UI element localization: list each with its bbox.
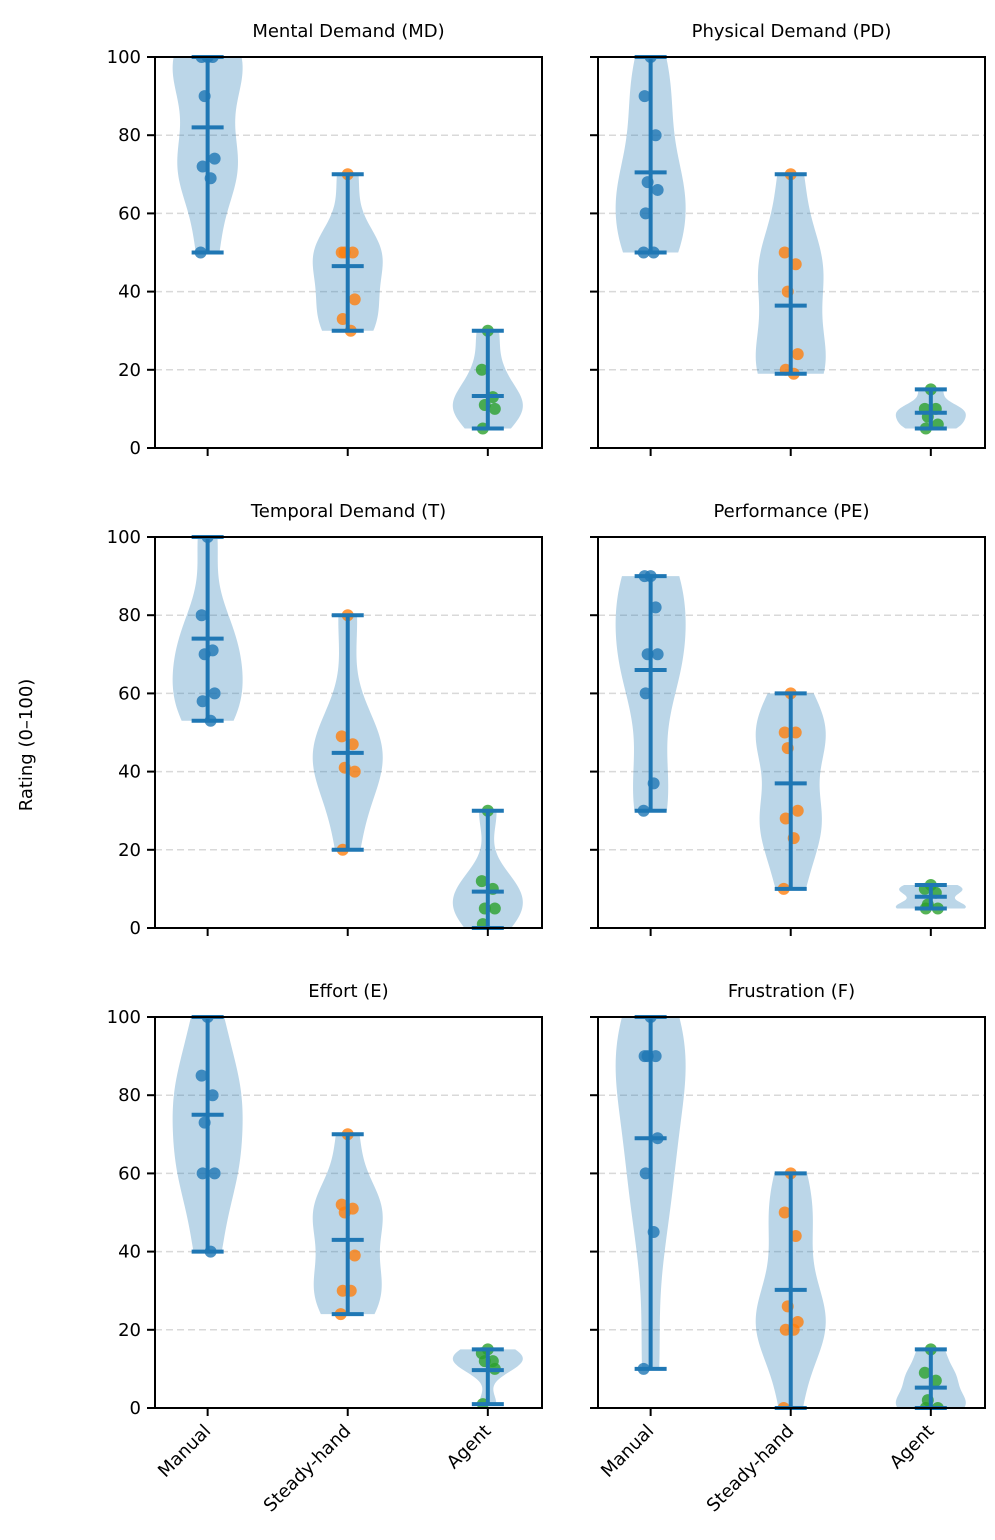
data-point-agent	[475, 363, 488, 376]
data-point-manual	[638, 90, 651, 103]
y-tick-label: 20	[118, 360, 141, 381]
axes-frame	[154, 1016, 543, 1409]
data-point-agent	[918, 1366, 931, 1379]
data-point-steady-hand	[348, 765, 361, 778]
axes-frame	[154, 56, 543, 449]
data-point-agent	[488, 402, 501, 415]
x-tick-label-steady-hand: Steady-hand	[703, 1421, 799, 1517]
data-point-manual	[208, 1167, 221, 1180]
data-point-manual	[208, 687, 221, 700]
panel-title: Effort (E)	[308, 981, 388, 1002]
data-point-steady-hand	[778, 246, 791, 259]
data-point-agent	[476, 918, 489, 928]
axes-frame	[597, 1016, 986, 1409]
panel-effort-e: Manual Steady-hand Agent 0 20 40 60 80 100 Effort…	[107, 981, 543, 1517]
y-tick-label: 40	[118, 1242, 141, 1263]
y-tick-label: 100	[107, 527, 141, 548]
panel-physical-demand-pd: Physical Demand (PD)	[590, 21, 986, 456]
y-tick-label: 80	[118, 605, 141, 626]
data-point-steady-hand	[335, 730, 348, 743]
data-point-steady-hand	[348, 293, 361, 306]
y-tick-label: 0	[130, 1398, 141, 1419]
panel-performance-pe: Performance (PE)	[590, 501, 986, 936]
x-tick-label-manual: Manual	[154, 1421, 215, 1482]
panel-title: Frustration (F)	[728, 981, 855, 1002]
x-tick-label-manual: Manual	[597, 1421, 658, 1482]
x-tick-label-agent: Agent	[886, 1421, 939, 1474]
y-axis-label: Rating (0–100)	[16, 679, 37, 812]
panel-title: Mental Demand (MD)	[252, 21, 444, 42]
panel-title: Physical Demand (PD)	[692, 21, 892, 42]
data-point-steady-hand	[778, 726, 791, 739]
y-tick-label: 100	[107, 47, 141, 68]
panel-mental-demand-md: 0 20 40 60 80 100 Mental Demand (MD)	[107, 21, 543, 459]
y-tick-label: 40	[118, 762, 141, 783]
x-tick-label-steady-hand: Steady-hand	[260, 1421, 356, 1517]
panel-title: Performance (PE)	[713, 501, 869, 522]
x-tick-label-agent: Agent	[443, 1421, 496, 1474]
y-tick-label: 40	[118, 282, 141, 303]
data-point-manual	[651, 648, 664, 661]
data-point-agent	[475, 875, 488, 888]
y-tick-label: 0	[130, 438, 141, 459]
data-point-steady-hand	[791, 348, 804, 361]
data-point-manual	[208, 152, 221, 165]
y-tick-label: 60	[118, 203, 141, 224]
y-tick-label: 60	[118, 683, 141, 704]
y-tick-label: 80	[118, 1085, 141, 1106]
data-point-manual	[195, 609, 208, 622]
data-point-steady-hand	[778, 1206, 791, 1219]
panel-title: Temporal Demand (T)	[250, 501, 446, 522]
y-tick-label: 100	[107, 1007, 141, 1028]
data-point-manual	[195, 1069, 208, 1082]
y-tick-label: 60	[118, 1163, 141, 1184]
axes-frame	[154, 536, 543, 929]
data-point-steady-hand	[791, 804, 804, 817]
data-point-steady-hand	[348, 1249, 361, 1262]
axes-frame	[597, 536, 986, 929]
panel-frustration-f: Manual Steady-hand Agent Frustration (F)	[590, 981, 986, 1517]
data-point-agent	[488, 902, 501, 915]
y-tick-label: 20	[118, 840, 141, 861]
data-point-manual	[651, 183, 664, 196]
axes-frame	[597, 56, 986, 449]
y-tick-label: 20	[118, 1320, 141, 1341]
panel-temporal-demand-t: 0 20 40 60 80 100 Temporal Demand (T)	[107, 501, 543, 939]
y-tick-label: 80	[118, 125, 141, 146]
y-tick-label: 0	[130, 918, 141, 939]
